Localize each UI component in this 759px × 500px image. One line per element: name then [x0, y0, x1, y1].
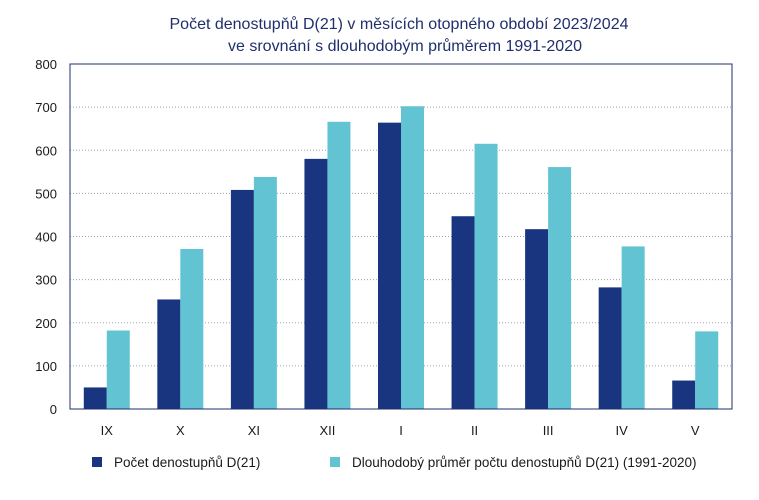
y-tick-label: 0 [50, 402, 57, 417]
bar-series-2-IX [106, 330, 130, 409]
x-tick-label: XI [248, 423, 260, 438]
y-tick-label: 200 [35, 316, 57, 331]
legend-label-series-1: Počet denostupňů D(21) [114, 455, 260, 470]
y-tick-label: 800 [35, 57, 57, 72]
bar-series-1-X [157, 299, 181, 409]
bar-series-2-X [180, 249, 204, 409]
x-tick-label: I [399, 423, 403, 438]
x-tick-label: III [543, 423, 554, 438]
x-tick-label: II [471, 423, 478, 438]
bar-series-2-V [695, 331, 719, 409]
y-tick-label: 300 [35, 273, 57, 288]
bar-series-2-IV [621, 246, 645, 409]
legend-label-series-2: Dlouhodobý průměr počtu denostupňů D(21)… [352, 455, 696, 470]
x-tick-label: IV [616, 423, 629, 438]
y-tick-label: 600 [35, 143, 57, 158]
x-axis-ticks: IX X XI XII I II III IV V [101, 423, 700, 438]
bar-series-1-XI [230, 189, 254, 409]
bar-series-1-V [672, 380, 696, 409]
chart-title-line2: ve srovnání s dlouhodobým průměrem 1991-… [228, 37, 582, 55]
bar-series-2-II [474, 143, 498, 409]
bar-series-1-I [378, 122, 401, 410]
bar-series-1-II [451, 216, 475, 409]
plot-area-border [69, 63, 733, 410]
x-tick-label: X [176, 423, 185, 438]
x-tick-label: V [691, 423, 700, 438]
bar-series-1-XII [304, 158, 328, 409]
bar-series-1-IV [598, 287, 622, 409]
y-tick-label: 100 [35, 359, 57, 374]
bar-series-2-I [401, 106, 424, 409]
legend-swatch-series-1 [92, 457, 102, 467]
legend-swatch-series-2 [330, 457, 340, 467]
bar-series-1-III [525, 229, 549, 409]
y-tick-label: 700 [35, 100, 57, 115]
x-tick-label: XII [319, 423, 335, 438]
bar-series-2-III [548, 167, 572, 409]
x-tick-label: IX [101, 423, 114, 438]
y-axis-ticks: 0 100 200 300 400 500 600 700 800 [35, 57, 57, 417]
chart-title-line1: Počet denostupňů D(21) v měsících otopné… [170, 15, 629, 33]
y-tick-label: 400 [35, 230, 57, 245]
bar-series-1-IX [83, 387, 107, 409]
y-tick-label: 500 [35, 186, 57, 201]
bar-series-2-XII [327, 121, 351, 409]
legend: Počet denostupňů D(21) Dlouhodobý průměr… [92, 455, 696, 470]
bar-series-2-XI [253, 176, 277, 409]
bar-group [83, 106, 719, 410]
